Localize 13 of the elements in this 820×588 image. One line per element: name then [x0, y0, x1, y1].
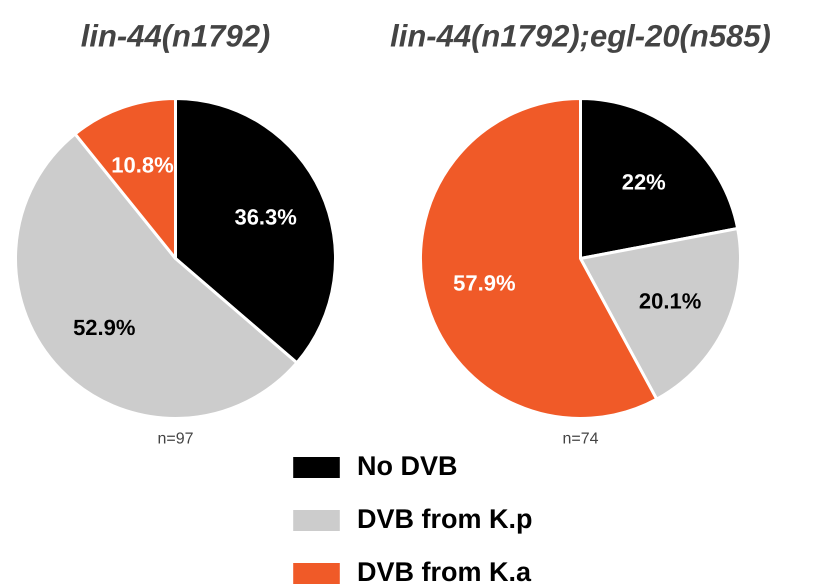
- legend-label: DVB from K.a: [357, 557, 532, 588]
- data-label: 22%: [622, 170, 666, 195]
- chart-title: lin-44(n1792);egl-20(n585): [390, 18, 771, 54]
- data-label: 57.9%: [453, 270, 516, 296]
- text: n=74: [562, 430, 599, 448]
- legend-label: DVB from K.p: [357, 504, 532, 535]
- data-label: 52.9%: [73, 315, 136, 340]
- text: n=97: [157, 430, 194, 448]
- data-label: 36.3%: [234, 204, 297, 230]
- data-label: 20.1%: [638, 288, 702, 314]
- chart-title: lin-44(n1792): [80, 18, 270, 54]
- legend-label: No DVB: [357, 451, 458, 482]
- data-label: 10.8%: [111, 152, 174, 178]
